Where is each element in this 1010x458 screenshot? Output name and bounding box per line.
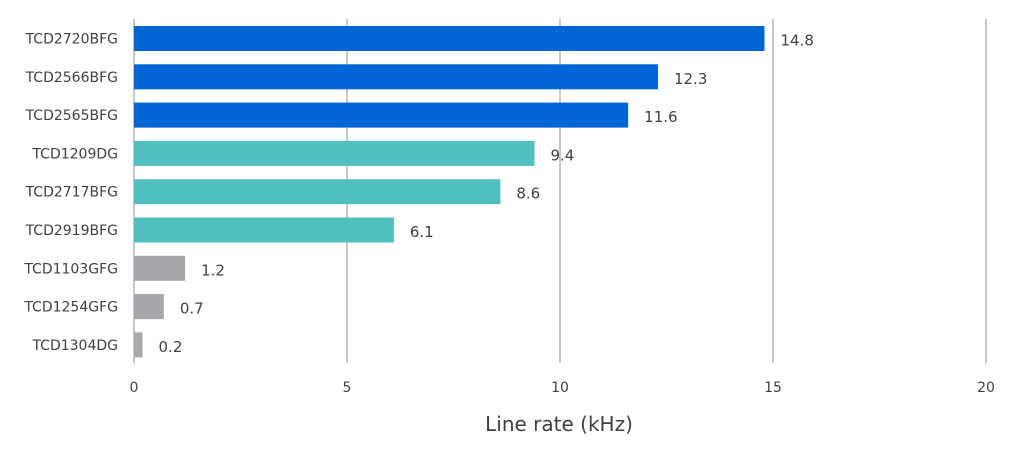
- bar: [134, 332, 143, 358]
- bar: [134, 64, 658, 90]
- x-tick-label: 0: [130, 380, 139, 396]
- category-label: TCD1209DG: [31, 146, 118, 162]
- x-axis-title: Line rate (kHz): [485, 412, 633, 436]
- category-label: TCD1103GFG: [23, 261, 118, 277]
- bar: [134, 217, 394, 243]
- x-tick-label: 15: [764, 380, 782, 396]
- x-tick-label: 20: [977, 380, 995, 396]
- category-label: TCD2566BFG: [25, 70, 118, 86]
- category-label: TCD2717BFG: [25, 185, 118, 201]
- x-tick-label: 5: [343, 380, 352, 396]
- bar: [134, 26, 765, 51]
- data-label: 8.6: [516, 185, 540, 203]
- x-tick-labels: 0 5 10 15 20: [130, 380, 995, 396]
- data-label: 11.6: [644, 108, 677, 126]
- data-label: 0.2: [159, 338, 183, 356]
- data-label: 9.4: [550, 146, 574, 164]
- bars: [134, 26, 765, 358]
- x-tick-label: 10: [551, 380, 569, 396]
- data-label: 6.1: [410, 223, 434, 241]
- data-labels: 14.8 12.3 11.6 9.4 8.6 6.1 1.2 0.7 0.2: [159, 32, 814, 356]
- bar: [134, 294, 164, 320]
- category-label: TCD2919BFG: [25, 223, 118, 239]
- bar: [134, 179, 501, 205]
- bar: [134, 102, 629, 128]
- data-label: 14.8: [780, 32, 813, 50]
- category-label: TCD1304DG: [31, 338, 118, 354]
- data-label: 0.7: [180, 300, 204, 318]
- bar: [134, 255, 186, 281]
- data-label: 1.2: [201, 261, 225, 279]
- data-label: 12.3: [674, 70, 707, 88]
- category-label: TCD1254GFG: [23, 300, 118, 316]
- bar: [134, 140, 535, 166]
- category-label: TCD2565BFG: [25, 108, 118, 124]
- category-labels: TCD2720BFG TCD2566BFG TCD2565BFG TCD1209DG T…: [23, 32, 118, 354]
- category-label: TCD2720BFG: [25, 32, 118, 48]
